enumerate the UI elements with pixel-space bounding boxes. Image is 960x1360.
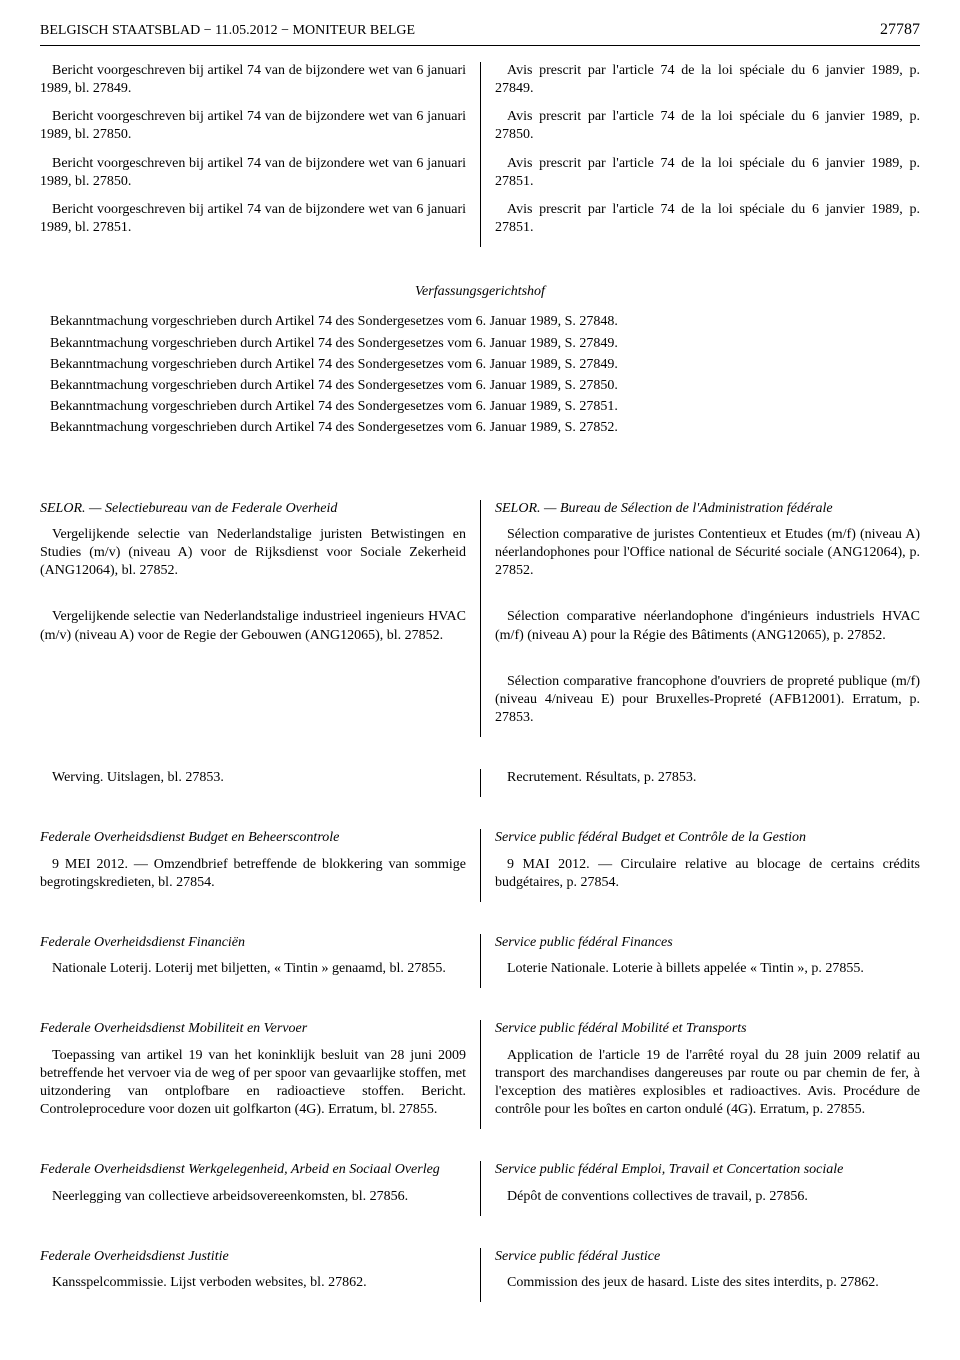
verfassung-line-2: Bekanntmachung vorgeschrieben durch Arti… [50,356,910,374]
finance-right-p: Loterie Nationale. Loterie à billets app… [495,960,920,978]
employment-right-p: Dépôt de conventions collectives de trav… [495,1188,920,1206]
werving-left-p: Werving. Uitslagen, bl. 27853. [40,769,466,787]
justice-right-heading: Service public fédéral Justice [495,1248,920,1266]
employment-right: Service public fédéral Emploi, Travail e… [480,1161,920,1215]
header-title: BELGISCH STAATSBLAD − 11.05.2012 − MONIT… [40,22,415,40]
budget-left-heading: Federale Overheidsdienst Budget en Behee… [40,829,466,847]
finance-left-heading: Federale Overheidsdienst Financiën [40,934,466,952]
notice-left-2: Bericht voorgeschreven bij artikel 74 va… [40,155,466,191]
employment-left-p: Neerlegging van collectieve arbeidsovere… [40,1188,466,1206]
budget-left: Federale Overheidsdienst Budget en Behee… [40,829,480,902]
mobility-left-heading: Federale Overheidsdienst Mobiliteit en V… [40,1020,466,1038]
selor-left-p1: Vergelijkende selectie van Nederlandstal… [40,526,466,581]
finance-left-p: Nationale Loterij. Loterij met biljetten… [40,960,466,978]
page-header: BELGISCH STAATSBLAD − 11.05.2012 − MONIT… [40,20,920,46]
budget-right: Service public fédéral Budget et Contrôl… [480,829,920,902]
notice-right-3: Avis prescrit par l'article 74 de la loi… [495,201,920,237]
top-notices-right: Avis prescrit par l'article 74 de la loi… [480,62,920,248]
justice-right: Service public fédéral Justice Commissio… [480,1248,920,1302]
mobility-block: Federale Overheidsdienst Mobiliteit en V… [40,1020,920,1129]
document-page: BELGISCH STAATSBLAD − 11.05.2012 − MONIT… [0,0,960,1334]
top-notices-left: Bericht voorgeschreven bij artikel 74 va… [40,62,480,248]
verfassung-list: Bekanntmachung vorgeschrieben durch Arti… [40,313,920,437]
selor-left-p2: Vergelijkende selectie van Nederlandstal… [40,608,466,644]
selor-right-p1: Sélection comparative de juristes Conten… [495,526,920,581]
notice-left-0: Bericht voorgeschreven bij artikel 74 va… [40,62,466,98]
verfassung-line-3: Bekanntmachung vorgeschrieben durch Arti… [50,377,910,395]
notice-right-1: Avis prescrit par l'article 74 de la loi… [495,108,920,144]
verfassung-line-1: Bekanntmachung vorgeschrieben durch Arti… [50,335,910,353]
mobility-right-p: Application de l'article 19 de l'arrêté … [495,1047,920,1120]
notice-right-2: Avis prescrit par l'article 74 de la loi… [495,155,920,191]
werving-left: Werving. Uitslagen, bl. 27853. [40,769,480,797]
budget-left-p: 9 MEI 2012. — Omzendbrief betreffende de… [40,856,466,892]
top-notices: Bericht voorgeschreven bij artikel 74 va… [40,62,920,248]
justice-left-heading: Federale Overheidsdienst Justitie [40,1248,466,1266]
mobility-right-heading: Service public fédéral Mobilité et Trans… [495,1020,920,1038]
werving-block: Werving. Uitslagen, bl. 27853. Recruteme… [40,769,920,797]
verfassung-line-0: Bekanntmachung vorgeschrieben durch Arti… [50,313,910,331]
selor-right-p3: Sélection comparative francophone d'ouvr… [495,673,920,728]
verfassung-line-5: Bekanntmachung vorgeschrieben durch Arti… [50,419,910,437]
budget-right-heading: Service public fédéral Budget et Contrôl… [495,829,920,847]
budget-right-p: 9 MAI 2012. — Circulaire relative au blo… [495,856,920,892]
selor-left: SELOR. — Selectiebureau van de Federale … [40,500,480,738]
selor-block: SELOR. — Selectiebureau van de Federale … [40,500,920,738]
finance-right: Service public fédéral Finances Loterie … [480,934,920,988]
verfassung-line-4: Bekanntmachung vorgeschrieben durch Arti… [50,398,910,416]
verfassung-heading: Verfassungsgerichtshof [40,283,920,301]
selor-right: SELOR. — Bureau de Sélection de l'Admini… [480,500,920,738]
budget-block: Federale Overheidsdienst Budget en Behee… [40,829,920,902]
selor-right-heading: SELOR. — Bureau de Sélection de l'Admini… [495,500,920,518]
finance-right-heading: Service public fédéral Finances [495,934,920,952]
justice-left: Federale Overheidsdienst Justitie Kanssp… [40,1248,480,1302]
notice-left-1: Bericht voorgeschreven bij artikel 74 va… [40,108,466,144]
mobility-left: Federale Overheidsdienst Mobiliteit en V… [40,1020,480,1129]
mobility-left-p: Toepassing van artikel 19 van het konink… [40,1047,466,1120]
werving-right: Recrutement. Résultats, p. 27853. [480,769,920,797]
employment-block: Federale Overheidsdienst Werkgelegenheid… [40,1161,920,1215]
finance-block: Federale Overheidsdienst Financiën Natio… [40,934,920,988]
employment-left-heading: Federale Overheidsdienst Werkgelegenheid… [40,1161,466,1179]
page-number: 27787 [880,20,920,41]
notice-right-0: Avis prescrit par l'article 74 de la loi… [495,62,920,98]
finance-left: Federale Overheidsdienst Financiën Natio… [40,934,480,988]
justice-left-p: Kansspelcommissie. Lijst verboden websit… [40,1274,466,1292]
justice-block: Federale Overheidsdienst Justitie Kanssp… [40,1248,920,1302]
mobility-right: Service public fédéral Mobilité et Trans… [480,1020,920,1129]
employment-left: Federale Overheidsdienst Werkgelegenheid… [40,1161,480,1215]
selor-left-heading: SELOR. — Selectiebureau van de Federale … [40,500,466,518]
selor-right-p2: Sélection comparative néerlandophone d'i… [495,608,920,644]
werving-right-p: Recrutement. Résultats, p. 27853. [495,769,920,787]
notice-left-3: Bericht voorgeschreven bij artikel 74 va… [40,201,466,237]
employment-right-heading: Service public fédéral Emploi, Travail e… [495,1161,920,1179]
justice-right-p: Commission des jeux de hasard. Liste des… [495,1274,920,1292]
